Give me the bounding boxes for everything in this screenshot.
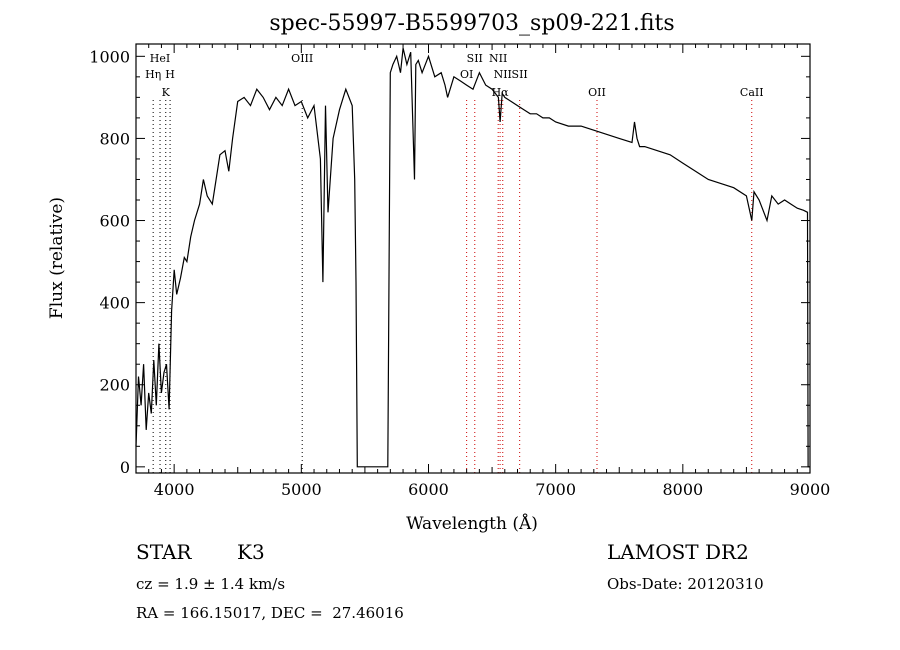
spectral-line-label: SII: [512, 68, 528, 81]
chart-title: spec-55997-B5599703_sp09-221.fits: [269, 11, 674, 36]
spectral-line-label: CaII: [740, 86, 764, 99]
plot-frame: [135, 43, 811, 474]
spectral-line-label: OIII: [291, 52, 313, 65]
x-tick-label: 7000: [535, 480, 576, 499]
y-tick-label: 200: [99, 376, 130, 395]
spectral-line-label: OI: [460, 68, 473, 81]
x-tick-label: 9000: [790, 480, 831, 499]
x-tick-label: 6000: [408, 480, 449, 499]
x-axis-label: Wavelength (Å): [406, 513, 538, 534]
y-tick-label: 1000: [89, 47, 130, 66]
object-subclass: K3: [237, 540, 265, 564]
y-axis-label: Flux (relative): [47, 197, 67, 319]
redshift-value: cz = 1.9 ± 1.4 km/s: [136, 575, 286, 593]
y-tick-label: 400: [99, 294, 130, 313]
x-tick-label: 4000: [154, 480, 195, 499]
spectrum-line: [135, 47, 810, 468]
y-tick-label: 0: [120, 458, 130, 477]
survey-label: LAMOST DR2: [607, 540, 749, 564]
spectral-line-label: Hα: [492, 86, 510, 99]
x-tick-label: 8000: [662, 480, 703, 499]
obs-date: Obs-Date: 20120310: [607, 575, 764, 593]
spectral-line-label: NII: [494, 68, 512, 81]
spectral-line-label: HeI: [150, 52, 170, 65]
spectral-line-label: SII: [467, 52, 483, 65]
object-class: STAR: [136, 540, 192, 564]
spectral-line-label: K: [162, 86, 171, 99]
x-tick-label: 5000: [281, 480, 322, 499]
y-tick-label: 600: [99, 212, 130, 231]
spectral-line-label: H: [165, 68, 175, 81]
ra-dec: RA = 166.15017, DEC = 27.46016: [136, 604, 404, 622]
spectral-line-label: NII: [489, 52, 507, 65]
spectral-line-label: OII: [588, 86, 606, 99]
y-tick-label: 800: [99, 129, 130, 148]
spectral-line-label: Hη: [145, 68, 161, 81]
